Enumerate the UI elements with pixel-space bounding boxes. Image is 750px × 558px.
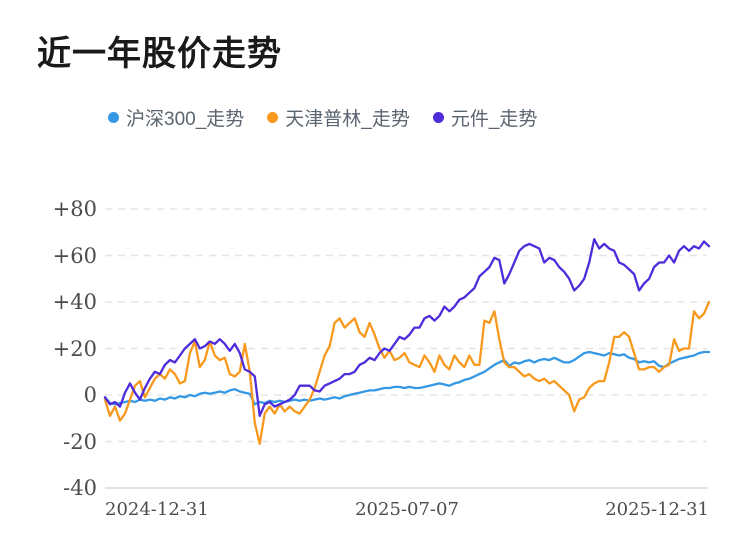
series-line-沪深300_走势 bbox=[103, 350, 711, 406]
y-tick-label: -40 bbox=[63, 476, 97, 500]
legend-item[interactable]: 天津普林_走势 bbox=[267, 104, 410, 131]
legend-item[interactable]: 沪深300_走势 bbox=[108, 104, 244, 131]
y-tick-label: +80 bbox=[52, 197, 97, 221]
x-tick-label: 2025-12-31 bbox=[605, 499, 709, 520]
y-tick-label: +20 bbox=[52, 336, 97, 361]
legend-label: 元件_走势 bbox=[450, 109, 538, 130]
y-tick-label: -20 bbox=[63, 429, 97, 454]
chart-legend: 沪深300_走势 天津普林_走势 元件_走势 bbox=[108, 104, 537, 131]
series-line-天津普林_走势 bbox=[103, 300, 711, 445]
series-line-元件_走势 bbox=[103, 238, 711, 418]
y-tick-label: 0 bbox=[83, 383, 97, 407]
y-tick-label: +60 bbox=[52, 243, 97, 268]
legend-label: 天津普林_走势 bbox=[285, 109, 410, 130]
legend-dot-icon bbox=[108, 112, 119, 123]
y-tick-label: +40 bbox=[52, 290, 97, 314]
legend-dot-icon bbox=[267, 112, 279, 123]
legend-label: 沪深300_走势 bbox=[126, 109, 245, 130]
legend-dot-icon bbox=[432, 112, 444, 123]
x-tick-label: 2024-12-31 bbox=[105, 499, 209, 520]
page-title: 近一年股价走势 bbox=[37, 35, 282, 73]
x-tick-label: 2025-07-07 bbox=[355, 499, 459, 520]
legend-item[interactable]: 元件_走势 bbox=[432, 104, 538, 131]
